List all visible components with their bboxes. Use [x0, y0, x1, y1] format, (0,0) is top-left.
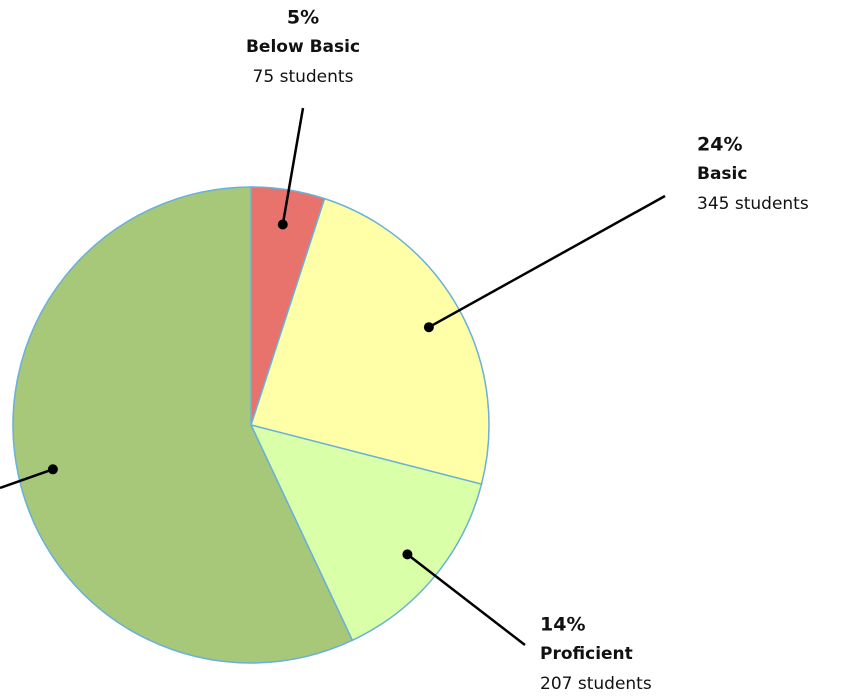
category-label: Below Basic [246, 37, 360, 57]
count-label: 207 students [540, 674, 652, 694]
leader-line [281, 107, 305, 225]
category-label: Basic [697, 164, 747, 184]
leader-dot [277, 219, 288, 230]
leader-dot [402, 549, 413, 560]
category-label: Proficient [540, 644, 633, 664]
leader-line [406, 553, 526, 646]
count-label: 345 students [697, 194, 809, 214]
leader-line [0, 468, 54, 490]
pie-slice [12, 186, 354, 664]
leader-dot [47, 464, 58, 475]
percent-label: 24% [697, 134, 742, 156]
leader-dot [423, 322, 434, 333]
percent-label: 5% [287, 7, 319, 29]
leader-line [428, 194, 666, 329]
percent-label: 14% [540, 614, 585, 636]
count-label: 75 students [253, 67, 354, 87]
